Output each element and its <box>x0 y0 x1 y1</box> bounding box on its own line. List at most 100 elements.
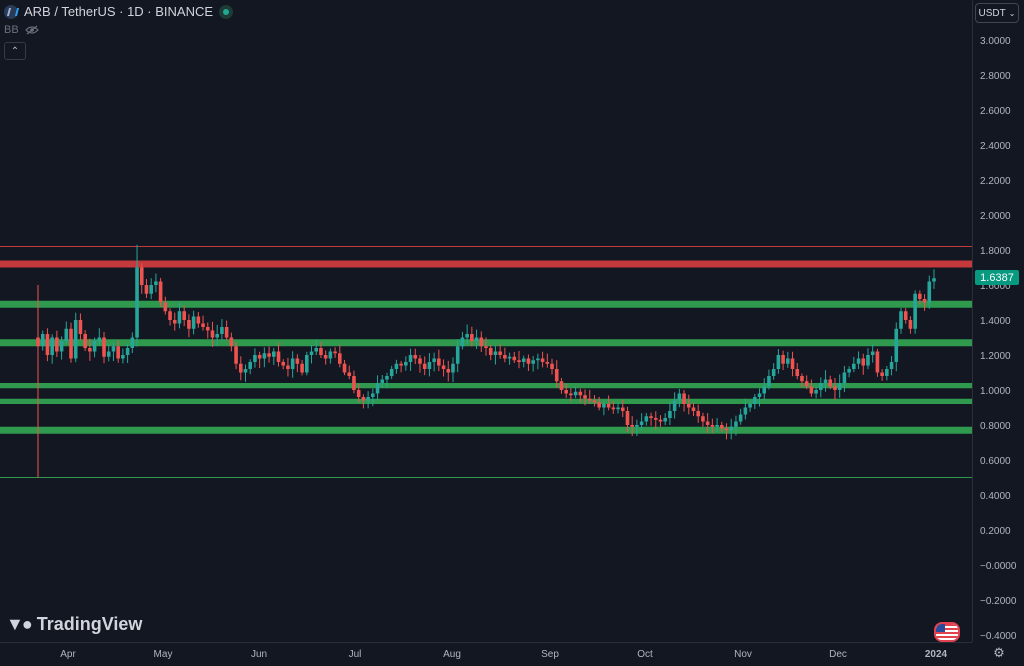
collapse-indicators-button[interactable]: ⌃ <box>4 42 26 60</box>
us-flag-icon[interactable] <box>934 622 960 642</box>
price-tick-label: 0.4000 <box>980 491 1011 502</box>
candle-body <box>488 348 493 355</box>
candle-body <box>484 346 488 348</box>
price-tick-label: 1.8000 <box>980 246 1011 257</box>
candle-body <box>894 328 899 362</box>
candle-body <box>743 407 748 415</box>
candle-body <box>224 327 229 338</box>
price-tick-label: 2.2000 <box>980 176 1011 187</box>
time-tick-label: Nov <box>734 649 752 660</box>
candle-body <box>734 421 738 427</box>
candle-body <box>701 416 705 422</box>
candle-body <box>257 355 262 359</box>
candle-body <box>243 369 248 373</box>
candle-body <box>870 351 875 355</box>
horizontal-level-zone <box>0 398 972 404</box>
candle-body <box>819 383 823 390</box>
candle-body <box>106 351 111 357</box>
candle-body <box>573 391 578 396</box>
candle-body <box>474 337 479 341</box>
time-tick-label: Apr <box>60 649 76 660</box>
candle-body <box>507 356 512 359</box>
candle-body <box>314 348 319 352</box>
candle-body <box>762 386 767 394</box>
price-tick-label: 0.2000 <box>980 526 1011 537</box>
candle-body <box>540 358 545 362</box>
candle-body <box>592 400 597 403</box>
candle-body <box>83 334 87 348</box>
candle-body <box>757 393 762 397</box>
candle-body <box>903 311 908 320</box>
candle-body <box>97 337 102 341</box>
candle-body <box>686 404 691 408</box>
candle-body <box>470 334 474 341</box>
horizontal-level-zone <box>0 300 972 308</box>
candle-body <box>88 348 92 352</box>
chevron-down-icon: ⌄ <box>1008 8 1016 18</box>
candle-body <box>187 320 191 329</box>
candle-body <box>399 363 403 366</box>
candle-body <box>790 358 795 369</box>
candle-body <box>220 327 224 334</box>
candle-body <box>776 355 781 369</box>
candle-body <box>125 348 130 355</box>
time-tick-label: Jul <box>349 649 362 660</box>
candle-body <box>719 425 724 429</box>
candle-body <box>616 407 620 410</box>
candles <box>36 244 936 478</box>
candle-body <box>663 418 667 422</box>
indicator-row[interactable]: BB <box>4 24 39 36</box>
candle-body <box>611 407 616 410</box>
candle-body <box>644 416 649 422</box>
horizontal-level-zone <box>0 383 972 389</box>
candle-body <box>932 278 936 282</box>
candle-body <box>658 419 663 422</box>
price-tick-label: 0.8000 <box>980 421 1011 432</box>
symbol-title[interactable]: ARB / TetherUS · 1D · BINANCE <box>24 4 214 19</box>
price-tick-label: 2.4000 <box>980 141 1011 152</box>
candle-body <box>135 267 139 338</box>
candle-body <box>748 404 752 408</box>
candle-body <box>182 311 186 320</box>
candle-body <box>139 267 144 285</box>
time-tick-label: 2024 <box>925 649 948 660</box>
candle-body <box>753 397 757 404</box>
candle-body <box>649 416 653 418</box>
candle-body <box>201 323 205 327</box>
time-tick-label: May <box>154 649 173 660</box>
candle-body <box>158 281 163 303</box>
gear-icon[interactable]: ⚙ <box>993 645 1005 660</box>
candle-body <box>102 337 106 357</box>
candle-body <box>800 376 804 382</box>
candle-body <box>847 369 851 373</box>
tradingview-logo[interactable]: ▼● TradingView <box>6 614 142 635</box>
candle-body <box>517 360 521 362</box>
price-tick-label: 0.6000 <box>980 456 1011 467</box>
candle-body <box>276 351 281 362</box>
candle-body <box>111 346 116 352</box>
candle-body <box>380 379 385 383</box>
candle-body <box>309 351 314 355</box>
market-open-icon <box>219 4 234 19</box>
price-tick-label: −0.0000 <box>980 561 1017 572</box>
candle-body <box>50 337 54 355</box>
candle-body <box>691 407 696 411</box>
candle-body <box>889 362 894 369</box>
tradingview-mark-icon: ▼● <box>6 614 33 634</box>
candle-body <box>149 285 153 294</box>
candle-body <box>281 362 286 366</box>
candle-body <box>389 369 394 376</box>
candle-body <box>503 355 507 359</box>
candle-body <box>823 379 828 383</box>
candle-body <box>677 393 682 401</box>
candle-body <box>64 328 69 341</box>
candle-body <box>828 379 833 387</box>
candle-body <box>861 358 866 366</box>
candle-body <box>371 393 375 397</box>
candle-body <box>286 365 290 369</box>
price-tick-label: 2.8000 <box>980 71 1011 82</box>
candle-body <box>300 363 304 373</box>
currency-selector[interactable]: USDT ⌄ <box>975 3 1019 23</box>
hidden-eye-icon[interactable] <box>24 25 39 35</box>
